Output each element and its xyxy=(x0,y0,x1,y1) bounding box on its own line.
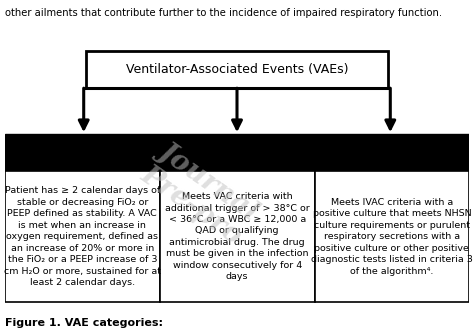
Bar xyxy=(86,51,388,88)
Text: Figure 1. VAE categories:: Figure 1. VAE categories: xyxy=(5,318,163,328)
Bar xyxy=(315,171,469,302)
Text: Meets VAC criteria with
additional trigger of > 38°C or
< 36°C or a WBC ≥ 12,000: Meets VAC criteria with additional trigg… xyxy=(165,192,310,281)
Bar xyxy=(160,171,315,302)
Text: Patient has ≥ 2 calendar days of
stable or decreasing FiO₂ or
PEEP defined as st: Patient has ≥ 2 calendar days of stable … xyxy=(4,186,161,287)
Bar xyxy=(5,171,160,302)
Bar xyxy=(5,134,469,171)
Text: other ailments that contribute further to the incidence of impaired respiratory : other ailments that contribute further t… xyxy=(5,8,442,18)
Text: Ventilator-Associated Events (VAEs): Ventilator-Associated Events (VAEs) xyxy=(126,63,348,76)
Text: Meets IVAC criteria with a
positive culture that meets NHSN
culture requirements: Meets IVAC criteria with a positive cult… xyxy=(311,198,473,275)
Text: Journal
Pre-pro: Journal Pre-pro xyxy=(135,135,264,250)
